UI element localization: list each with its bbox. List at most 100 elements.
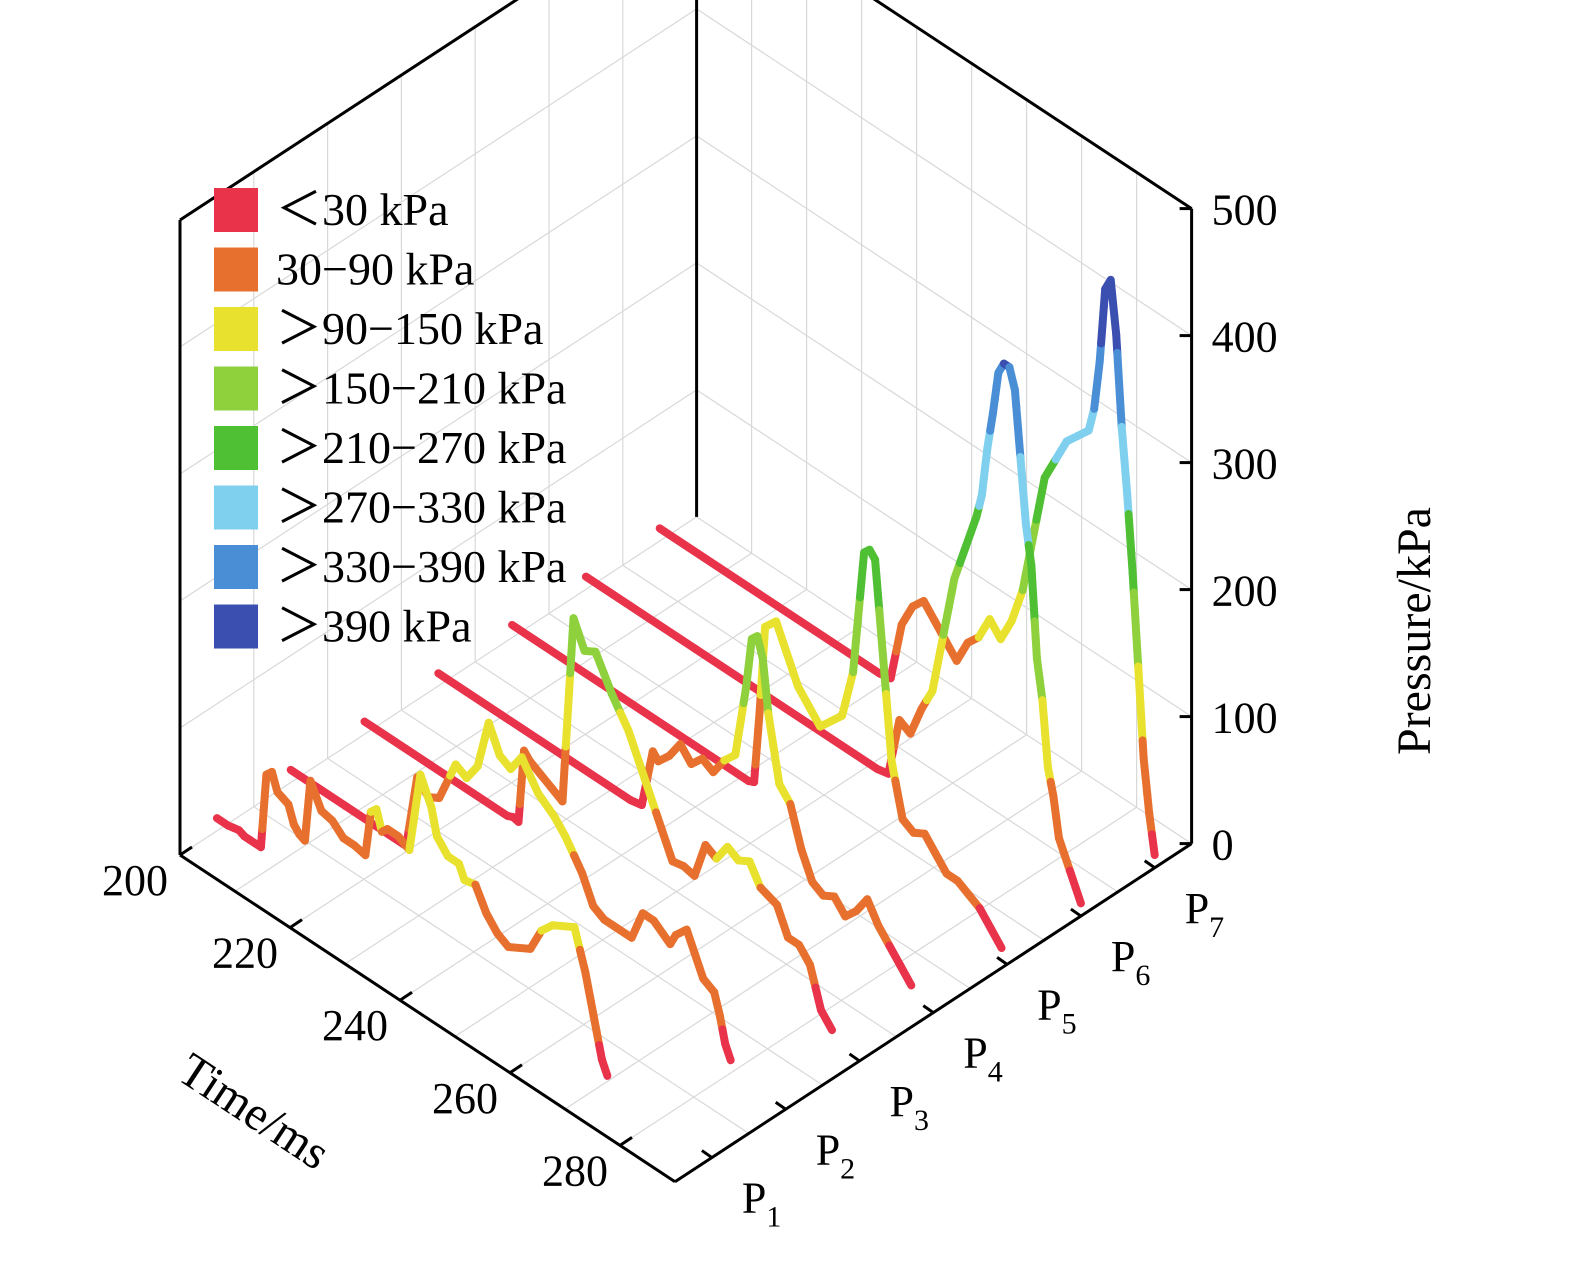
- series-tick-label: P3: [890, 1077, 929, 1137]
- pressure-tick-label: 200: [1212, 567, 1278, 616]
- grid-line: [234, 552, 752, 892]
- series-tick-label: P2: [816, 1125, 855, 1185]
- series-segment: [691, 645, 882, 774]
- series-tick-label: P4: [963, 1029, 1002, 1089]
- frame-edge: [179, 0, 519, 222]
- legend-swatch: [214, 188, 258, 232]
- series-layer: [212, 275, 1159, 1080]
- series-segment: [581, 572, 700, 654]
- legend-swatch: [214, 307, 258, 351]
- grid-line: [179, 135, 697, 475]
- series-line-p6: [581, 359, 1085, 908]
- series-segment: [721, 1039, 735, 1065]
- grid-line: [253, 806, 750, 1134]
- series-tick-label: P5: [1037, 980, 1076, 1040]
- series-segment: [986, 924, 1006, 953]
- frame-edge: [872, 0, 1193, 210]
- series-segment: [1071, 883, 1085, 908]
- pressure-tick-label: 0: [1212, 821, 1234, 870]
- grid-line: [289, 588, 807, 929]
- grid-line: [509, 734, 1027, 1074]
- time-tick-label: 240: [322, 1001, 388, 1050]
- time-tick-label: 280: [542, 1146, 608, 1195]
- series-segment: [286, 765, 350, 811]
- grid-line: [327, 757, 823, 1086]
- pressure-tick-label: 500: [1212, 186, 1278, 235]
- legend-swatch: [214, 426, 258, 470]
- time-tick-mark: [289, 918, 303, 929]
- pressure-tick-label: 300: [1212, 440, 1278, 489]
- grid-line: [622, 564, 1119, 893]
- series-segment: [516, 723, 635, 805]
- grid-line: [874, 0, 1192, 210]
- pressure-tick-label: 400: [1212, 313, 1278, 362]
- series-segment: [534, 789, 559, 822]
- time-tick-label: 220: [212, 929, 278, 978]
- series-segment: [508, 620, 616, 695]
- series-tick-mark: [774, 1101, 787, 1111]
- legend-label: ＞150−210 kPa: [276, 363, 566, 414]
- series-tick-label: P6: [1111, 932, 1150, 992]
- time-tick-mark: [399, 990, 413, 1002]
- series-line-p1: [212, 767, 612, 1080]
- time-tick-mark: [509, 1063, 523, 1075]
- x-axis-label: Time/ms: [169, 1043, 339, 1180]
- time-axis-line: [179, 853, 676, 1183]
- legend-label: ＞330−390 kPa: [276, 541, 566, 592]
- axes-frame: [178, 0, 1194, 1183]
- series-segment: [649, 916, 675, 949]
- grid-line: [696, 262, 1192, 591]
- series-segment: [817, 1006, 836, 1035]
- series-tick-mark: [701, 1149, 713, 1159]
- series-tick-mark: [1143, 859, 1156, 869]
- grid-line: [179, 8, 697, 348]
- grid-layer: [179, 0, 1193, 1183]
- time-tick-mark: [619, 1136, 633, 1147]
- legend-swatch: [214, 604, 258, 649]
- grid-line: [696, 516, 1192, 845]
- time-tick-mark: [179, 845, 193, 857]
- series-segment: [655, 524, 884, 678]
- series-segment: [426, 761, 512, 820]
- legend-swatch: [214, 485, 258, 530]
- grid-line: [474, 661, 971, 990]
- series-segment: [360, 717, 435, 770]
- series-tick-label: P1: [742, 1174, 781, 1234]
- pressure-tick-label: 100: [1212, 694, 1278, 743]
- series-segment: [682, 925, 699, 959]
- series-segment: [896, 961, 916, 990]
- legend-item: ＜30 kPa: [214, 184, 449, 235]
- legend-item: ＞150−210 kPa: [214, 363, 566, 414]
- legend-item: ＞330−390 kPa: [214, 541, 566, 592]
- series-tick-mark: [848, 1052, 861, 1063]
- series-segment: [607, 686, 753, 786]
- grid-line: [696, 389, 1192, 718]
- series-segment: [745, 857, 765, 892]
- series-tick-mark: [922, 1004, 935, 1014]
- legend-label: ＞270−330 kPa: [276, 482, 566, 533]
- series-tick-mark: [996, 956, 1008, 966]
- series-tick-label: P7: [1185, 884, 1224, 944]
- legend-swatch: [214, 545, 258, 589]
- legend-item: ＞210−270 kPa: [214, 422, 566, 473]
- legend-item: ＞270−330 kPa: [214, 482, 566, 533]
- legend-item: ＞90−150 kPa: [214, 303, 543, 354]
- grid-line: [179, 389, 697, 729]
- series-segment: [1147, 830, 1159, 860]
- grid-line: [619, 806, 1137, 1146]
- legend-swatch: [214, 366, 258, 411]
- series-segment: [690, 950, 708, 983]
- grid-line: [344, 625, 862, 965]
- series-line-p5: [508, 545, 1006, 953]
- grid-line: [696, 135, 1192, 464]
- z-axis-label: Pressure/kPa: [1388, 507, 1441, 755]
- series-segment: [597, 1055, 612, 1080]
- legend-item: ＞390 kPa: [214, 601, 472, 652]
- grid-line: [564, 770, 1082, 1110]
- grid-line: [454, 697, 972, 1038]
- legend-label: ＞390 kPa: [276, 601, 472, 652]
- legend-label: ＜30 kPa: [276, 184, 449, 235]
- series-tick-mark: [1070, 907, 1082, 918]
- legend-swatch: [214, 247, 258, 292]
